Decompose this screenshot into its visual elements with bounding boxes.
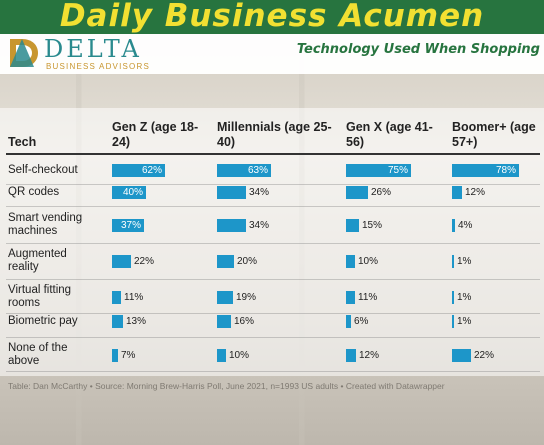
row-divider [6, 337, 540, 338]
column-header-gen-x: Gen X (age 41-56) [346, 120, 433, 149]
bar-smart-vending-machines-col3 [452, 219, 455, 232]
value-label-self-checkout-col0: 62% [141, 165, 162, 176]
column-header-millennials: Millennials (age 25-40) [217, 120, 332, 149]
bar-none-of-the-above-col3 [452, 349, 471, 362]
value-label-biometric-pay-col1: 16% [234, 316, 255, 327]
bar-augmented-reality-col1 [217, 255, 234, 268]
delta-logo-icon [10, 39, 38, 67]
value-label-smart-vending-machines-col0: 37% [120, 220, 141, 231]
bar-smart-vending-machines-col2 [346, 219, 359, 232]
row-label-qr-codes: QR codes [8, 186, 60, 198]
value-label-virtual-fitting-rooms-col1: 19% [236, 292, 257, 303]
bar-virtual-fitting-rooms-col1 [217, 291, 233, 304]
bar-qr-codes-col2 [346, 186, 368, 199]
value-label-augmented-reality-col3: 1% [457, 256, 472, 267]
value-label-biometric-pay-col3: 1% [457, 316, 472, 327]
bar-self-checkout-col3 [452, 164, 519, 177]
bar-self-checkout-col1 [217, 164, 271, 177]
bar-none-of-the-above-col2 [346, 349, 356, 362]
value-label-smart-vending-machines-col1: 34% [249, 220, 270, 231]
value-label-smart-vending-machines-col2: 15% [362, 220, 383, 231]
bar-self-checkout-col2 [346, 164, 411, 177]
header-band [0, 34, 544, 74]
header-rule [6, 153, 540, 155]
chart-subtitle: Technology Used When Shopping [296, 42, 540, 57]
value-label-none-of-the-above-col1: 10% [229, 350, 250, 361]
row-divider [6, 313, 540, 314]
row-label-smart-vending-machines: Smart vending machines [8, 212, 83, 237]
value-label-none-of-the-above-col2: 12% [359, 350, 380, 361]
row-divider [6, 243, 540, 244]
bar-smart-vending-machines-col1 [217, 219, 246, 232]
row-divider [6, 206, 540, 207]
bar-biometric-pay-col1 [217, 315, 231, 328]
value-label-augmented-reality-col1: 20% [237, 256, 258, 267]
bar-biometric-pay-col3 [452, 315, 454, 328]
bar-virtual-fitting-rooms-col3 [452, 291, 454, 304]
row-label-none-of-the-above: None of the above [8, 342, 68, 367]
row-label-biometric-pay: Biometric pay [8, 315, 78, 327]
value-label-qr-codes-col2: 26% [371, 187, 392, 198]
value-label-self-checkout-col2: 75% [387, 165, 408, 176]
value-label-qr-codes-col3: 12% [465, 187, 486, 198]
value-label-virtual-fitting-rooms-col3: 1% [457, 292, 472, 303]
bar-augmented-reality-col2 [346, 255, 355, 268]
bar-augmented-reality-col0 [112, 255, 131, 268]
value-label-self-checkout-col3: 78% [495, 165, 516, 176]
bar-smart-vending-machines-col0 [112, 219, 144, 232]
bar-none-of-the-above-col0 [112, 349, 118, 362]
value-label-biometric-pay-col2: 6% [354, 316, 369, 327]
value-label-augmented-reality-col2: 10% [358, 256, 379, 267]
row-divider [6, 279, 540, 280]
logo-subtitle: BUSINESS ADVISORS [46, 62, 150, 71]
bar-biometric-pay-col2 [346, 315, 351, 328]
value-label-qr-codes-col0: 40% [122, 187, 143, 198]
value-label-none-of-the-above-col3: 22% [474, 350, 495, 361]
value-label-biometric-pay-col0: 13% [126, 316, 147, 327]
row-divider [6, 371, 540, 372]
bar-biometric-pay-col0 [112, 315, 123, 328]
value-label-augmented-reality-col0: 22% [134, 256, 155, 267]
value-label-virtual-fitting-rooms-col2: 11% [358, 292, 378, 303]
bar-none-of-the-above-col1 [217, 349, 226, 362]
banner-title: Daily Business Acumen [59, 0, 485, 34]
row-header: Tech [8, 135, 37, 149]
column-header-boomer: Boomer+ (age 57+) [452, 120, 536, 149]
table-panel [0, 108, 544, 376]
bar-self-checkout-col0 [112, 164, 165, 177]
bar-virtual-fitting-rooms-col2 [346, 291, 355, 304]
bar-qr-codes-col3 [452, 186, 462, 199]
top-banner: Daily Business Acumen [0, 0, 544, 34]
footnote: Table: Dan McCarthy • Source: Morning Br… [8, 381, 445, 391]
value-label-virtual-fitting-rooms-col0: 11% [124, 292, 144, 303]
bar-qr-codes-col1 [217, 186, 246, 199]
value-label-qr-codes-col1: 34% [249, 187, 270, 198]
bar-qr-codes-col0 [112, 186, 146, 199]
value-label-self-checkout-col1: 63% [247, 165, 268, 176]
row-label-augmented-reality: Augmented reality [8, 248, 67, 273]
row-divider [6, 184, 540, 185]
value-label-none-of-the-above-col0: 7% [121, 350, 136, 361]
column-header-gen-z: Gen Z (age 18-24) [112, 120, 199, 149]
row-label-virtual-fitting-rooms: Virtual fitting rooms [8, 284, 72, 309]
value-label-smart-vending-machines-col3: 4% [458, 220, 473, 231]
logo-name: DELTA [44, 35, 142, 63]
bar-augmented-reality-col3 [452, 255, 454, 268]
row-label-self-checkout: Self-checkout [8, 164, 78, 176]
bar-virtual-fitting-rooms-col0 [112, 291, 121, 304]
